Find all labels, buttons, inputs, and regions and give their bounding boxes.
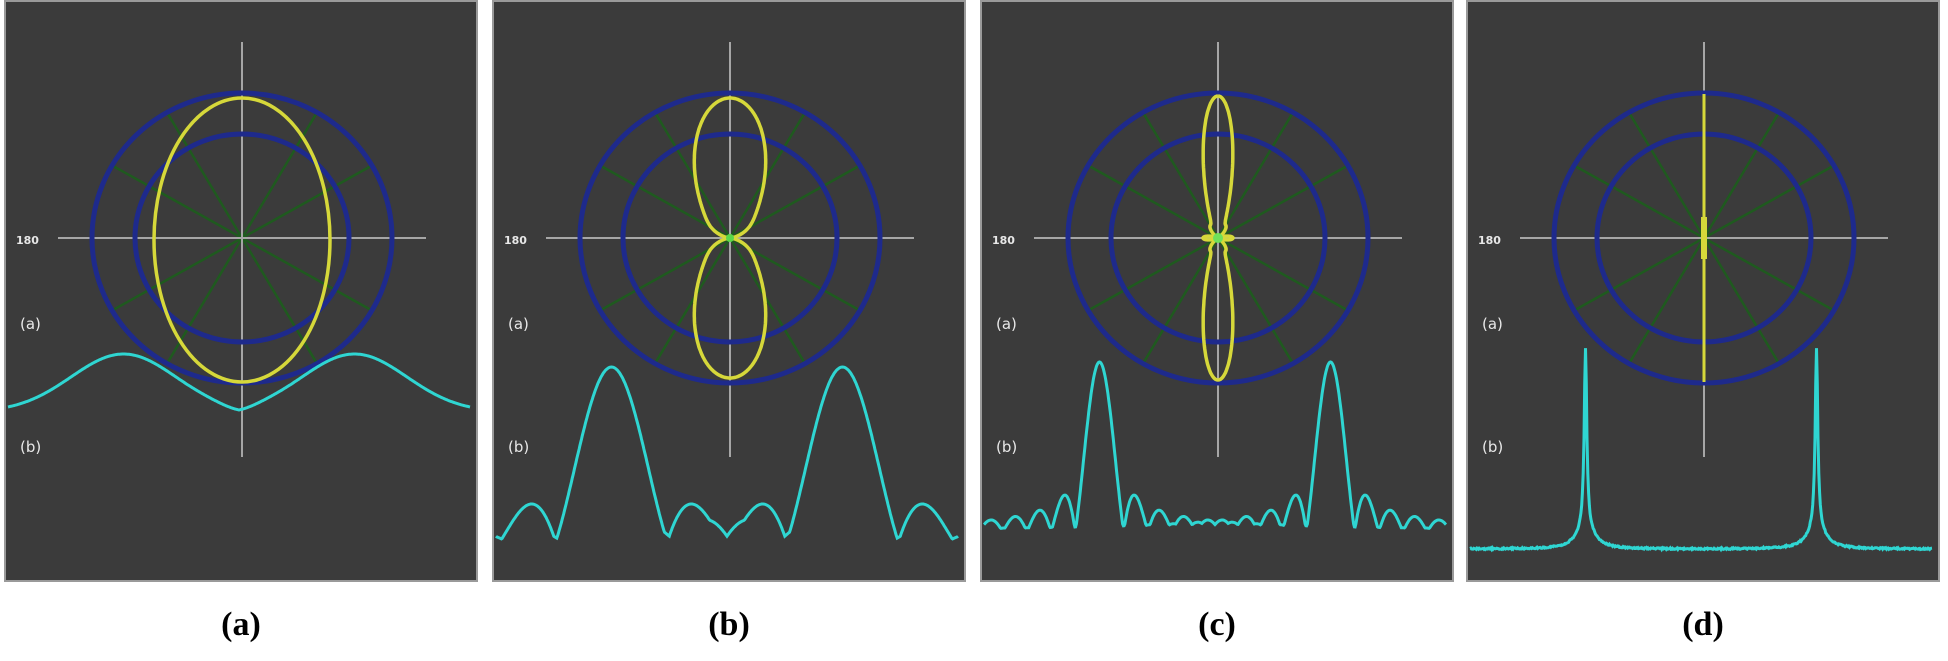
spoke-line [655, 112, 730, 238]
caption-a: (a) [4, 606, 478, 644]
spoke-line [242, 166, 372, 239]
polar-diagram: 180 (a) (b) [6, 2, 480, 584]
curve-label-b: (b) [1482, 438, 1503, 456]
spoke-line [1704, 238, 1779, 364]
curve-label-a: (a) [996, 315, 1017, 333]
caption-d: (d) [1466, 606, 1940, 644]
spoke-line [167, 112, 242, 238]
polar-panel-d: 180 (a) (b) [1466, 0, 1940, 582]
spoke-line [730, 112, 805, 238]
spectrum-line [1470, 348, 1932, 549]
spoke-line [1218, 112, 1293, 238]
spoke-line [242, 112, 317, 238]
spoke-line [1143, 238, 1218, 364]
polar-panel-a: 180 (a) (b) [4, 0, 478, 582]
curve-label-b: (b) [20, 438, 41, 456]
polar-panel-b: 180 (a) (b) [492, 0, 966, 582]
spoke-line [1574, 166, 1704, 239]
polar-diagram: 180 (a) (b) [1468, 2, 1942, 584]
caption-c: (c) [980, 606, 1454, 644]
spoke-line [1629, 112, 1704, 238]
spoke-line [167, 238, 242, 364]
spoke-line [242, 238, 317, 364]
angle-label-180: 180 [992, 234, 1015, 247]
spectrum-line [984, 362, 1446, 528]
polar-panel-c: 180 (a) (b) [980, 0, 1454, 582]
center-dot [726, 234, 734, 242]
spoke-line [112, 238, 242, 311]
curve-label-b: (b) [508, 438, 529, 456]
curve-label-a: (a) [1482, 315, 1503, 333]
caption-b: (b) [492, 606, 966, 644]
curve-label-a: (a) [20, 315, 41, 333]
spectrum-curve [1470, 348, 1932, 549]
spoke-line [242, 238, 372, 311]
spoke-line [112, 166, 242, 239]
curve-label-b: (b) [996, 438, 1017, 456]
polar-diagram: 180 (a) (b) [494, 2, 968, 584]
spoke-line [1218, 166, 1348, 239]
spoke-line [1218, 238, 1348, 311]
spectrum-line [496, 367, 958, 539]
curve-label-a: (a) [508, 315, 529, 333]
spoke-line [1218, 238, 1293, 364]
angle-label-180: 180 [16, 234, 39, 247]
spoke-line [655, 238, 730, 364]
spectrum-curve [984, 362, 1446, 528]
spoke-line [1574, 238, 1704, 311]
angle-label-180: 180 [1478, 234, 1501, 247]
spoke-line [1704, 112, 1779, 238]
spoke-line [1088, 166, 1218, 239]
polar-grid [1034, 42, 1402, 457]
spoke-line [1704, 166, 1834, 239]
spectrum-curve [496, 367, 958, 539]
polar-grid [58, 42, 426, 457]
spoke-line [1704, 238, 1834, 311]
spoke-line [1629, 238, 1704, 364]
spoke-line [1143, 112, 1218, 238]
spoke-line [1088, 238, 1218, 311]
angle-label-180: 180 [504, 234, 527, 247]
polar-diagram: 180 (a) (b) [982, 2, 1456, 584]
spoke-line [730, 238, 805, 364]
center-dot [1213, 233, 1223, 243]
